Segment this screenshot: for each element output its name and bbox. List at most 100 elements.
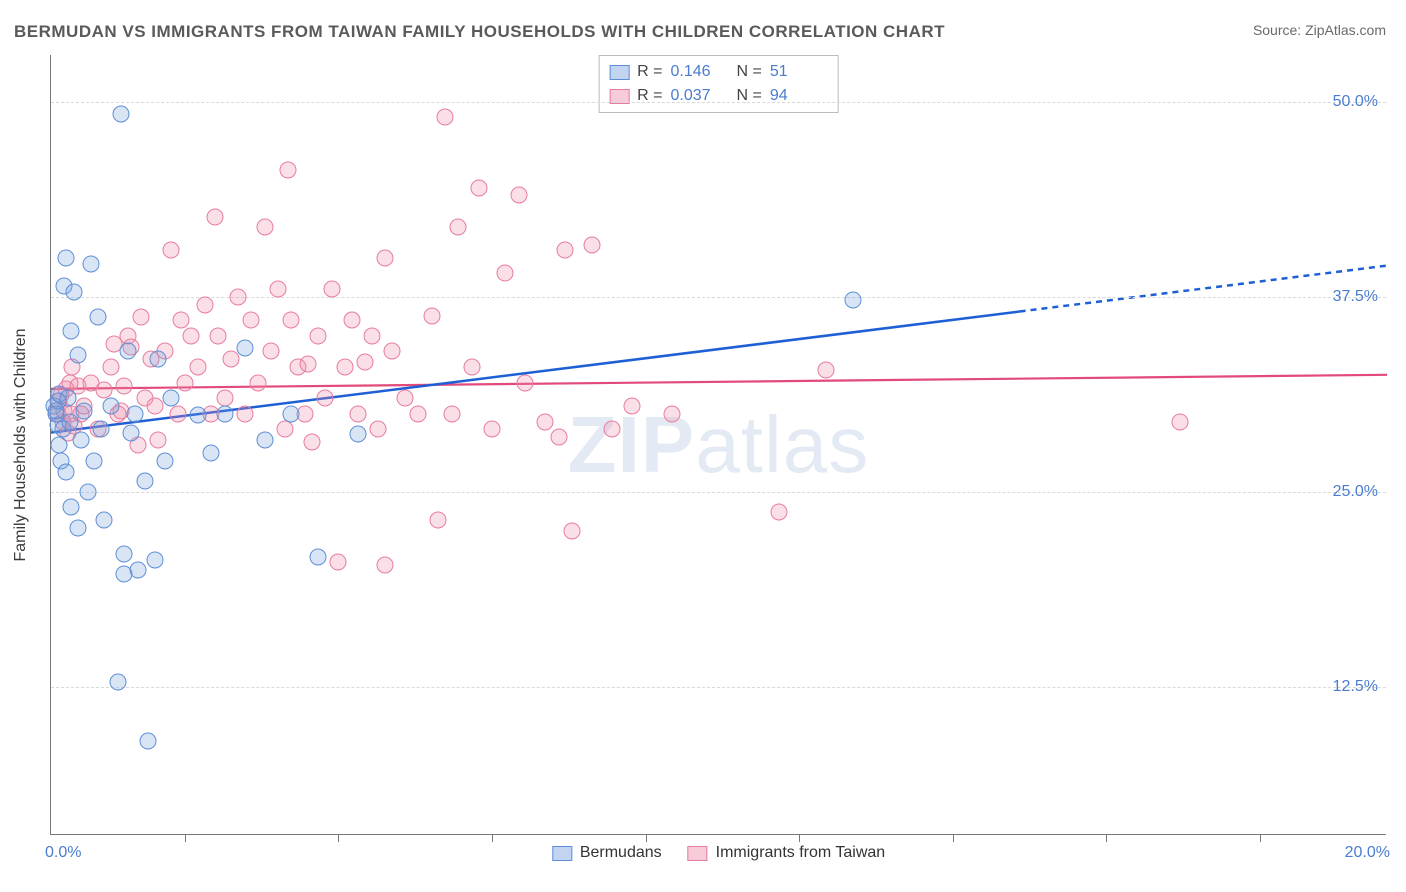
data-point (146, 398, 163, 415)
swatch-blue (609, 65, 629, 80)
data-point (103, 359, 120, 376)
data-point (443, 405, 460, 422)
ytick-label: 50.0% (1333, 93, 1378, 111)
data-point (377, 249, 394, 266)
data-point (173, 312, 190, 329)
data-point (557, 242, 574, 259)
data-point (93, 421, 110, 438)
legend-label-pink: Immigrants from Taiwan (716, 844, 886, 862)
data-point (189, 407, 206, 424)
data-point (216, 390, 233, 407)
data-point (116, 377, 133, 394)
data-point (146, 552, 163, 569)
data-point (176, 374, 193, 391)
data-point (136, 472, 153, 489)
data-point (510, 187, 527, 204)
data-point (1171, 413, 1188, 430)
data-point (133, 309, 150, 326)
swatch-pink-icon (688, 846, 708, 861)
ytick-label: 12.5% (1333, 678, 1378, 696)
data-point (109, 674, 126, 691)
data-point (517, 374, 534, 391)
data-point (550, 429, 567, 446)
data-point (163, 390, 180, 407)
data-point (470, 179, 487, 196)
data-point (564, 522, 581, 539)
gridline (51, 492, 1386, 493)
data-point (149, 432, 166, 449)
data-point (139, 733, 156, 750)
data-point (356, 354, 373, 371)
data-point (430, 511, 447, 528)
xtick (338, 834, 339, 842)
data-point (624, 398, 641, 415)
data-point (350, 426, 367, 443)
data-point (63, 323, 80, 340)
xaxis-max-label: 20.0% (1345, 844, 1390, 862)
data-point (203, 444, 220, 461)
data-point (437, 109, 454, 126)
legend-item-pink: Immigrants from Taiwan (688, 844, 886, 862)
stat-row-blue: R = 0.146 N = 51 (609, 60, 828, 84)
data-point (96, 382, 113, 399)
data-point (51, 437, 68, 454)
chart-title: BERMUDAN VS IMMIGRANTS FROM TAIWAN FAMIL… (14, 22, 945, 42)
data-point (276, 421, 293, 438)
plot-area: ZIPatlas R = 0.146 N = 51 R = 0.037 N = … (50, 55, 1386, 835)
data-point (183, 327, 200, 344)
data-point (463, 359, 480, 376)
data-point (61, 413, 78, 430)
data-point (270, 281, 287, 298)
data-point (584, 237, 601, 254)
data-point (123, 424, 140, 441)
data-point (163, 242, 180, 259)
data-point (343, 312, 360, 329)
data-point (250, 374, 267, 391)
data-point (283, 312, 300, 329)
data-point (844, 291, 861, 308)
watermark: ZIPatlas (568, 399, 869, 491)
xtick (492, 834, 493, 842)
data-point (236, 340, 253, 357)
data-point (79, 483, 96, 500)
bottom-legend: Bermudans Immigrants from Taiwan (552, 844, 885, 862)
data-point (450, 218, 467, 235)
data-point (216, 405, 233, 422)
data-point (129, 561, 146, 578)
data-point (310, 549, 327, 566)
data-point (423, 307, 440, 324)
xaxis-min-label: 0.0% (45, 844, 81, 862)
data-point (210, 327, 227, 344)
data-point (89, 309, 106, 326)
data-point (96, 511, 113, 528)
data-point (156, 452, 173, 469)
data-point (63, 499, 80, 516)
data-point (243, 312, 260, 329)
data-point (316, 390, 333, 407)
data-point (48, 402, 65, 419)
data-point (236, 405, 253, 422)
data-point (189, 359, 206, 376)
data-point (323, 281, 340, 298)
data-point (817, 362, 834, 379)
data-point (66, 284, 83, 301)
data-point (664, 405, 681, 422)
data-point (126, 405, 143, 422)
data-point (86, 452, 103, 469)
legend-label-blue: Bermudans (580, 844, 662, 862)
xtick (646, 834, 647, 842)
data-point (330, 554, 347, 571)
source-label: Source: ZipAtlas.com (1253, 22, 1386, 38)
stat-legend: R = 0.146 N = 51 R = 0.037 N = 94 (598, 55, 839, 113)
data-point (310, 327, 327, 344)
data-point (397, 390, 414, 407)
data-point (169, 405, 186, 422)
data-point (57, 463, 74, 480)
data-point (283, 405, 300, 422)
xtick (185, 834, 186, 842)
data-point (57, 249, 74, 266)
data-point (69, 519, 86, 536)
gridline (51, 102, 1386, 103)
data-point (113, 106, 130, 123)
xtick (799, 834, 800, 842)
